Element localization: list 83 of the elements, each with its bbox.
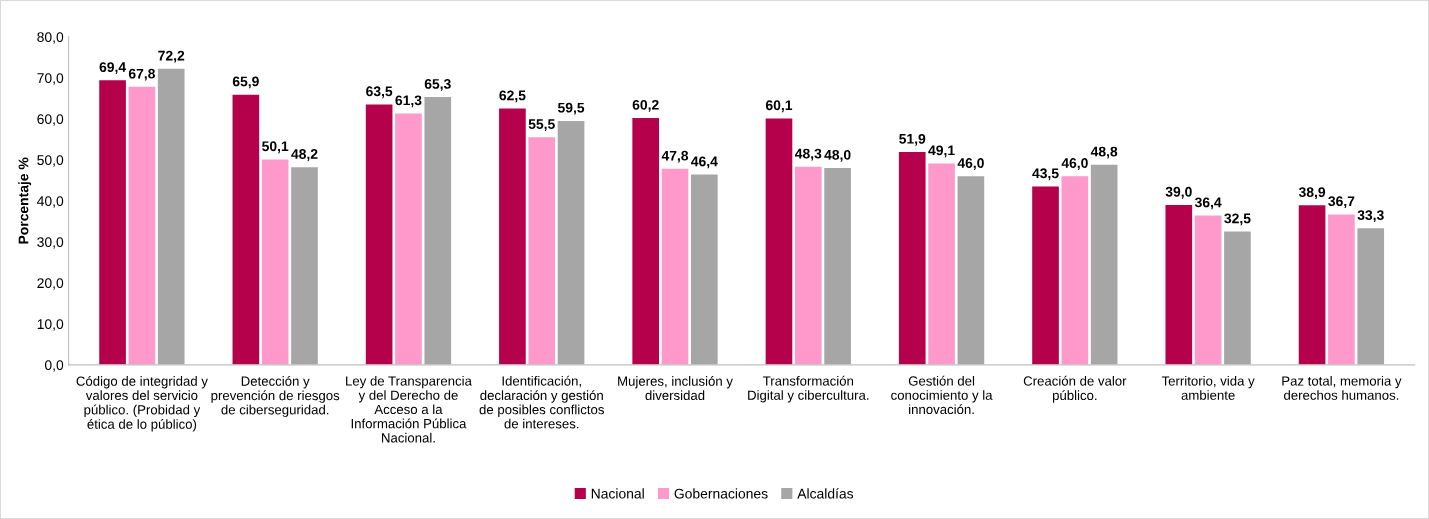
data-label: 60,1: [765, 100, 793, 113]
bar: [128, 86, 156, 365]
legend-label: Gobernaciones: [674, 488, 768, 499]
bar: [1165, 204, 1193, 365]
bar: [1298, 205, 1326, 365]
data-label: 65,9: [232, 76, 259, 89]
bar: [99, 80, 126, 365]
bar: [794, 166, 822, 365]
data-label: 63,5: [366, 86, 393, 99]
y-tick-label: 80,0: [37, 32, 64, 44]
bar: [1194, 215, 1222, 365]
data-label: 60,2: [632, 99, 659, 112]
bar: [499, 108, 526, 365]
x-tick-label: Mujeres, inclusión y diversidad: [618, 375, 733, 401]
legend-label: Alcaldías: [797, 488, 854, 499]
bar: [691, 174, 718, 365]
y-tick-label: 60,0: [37, 114, 64, 126]
bar: [824, 168, 851, 365]
bar: [291, 167, 318, 365]
bar: [1032, 186, 1059, 365]
legend-label: Nacional: [591, 488, 644, 499]
bar: [1224, 231, 1251, 365]
x-tick-label: Paz total, memoria y derechos humanos.: [1282, 375, 1402, 400]
data-label: 50,1: [262, 141, 289, 154]
bar: [528, 137, 556, 365]
data-label: 46,0: [957, 158, 984, 170]
bar: [395, 113, 422, 365]
data-label: 48,8: [1090, 146, 1118, 159]
data-label: 38,9: [1298, 187, 1326, 200]
data-label: 69,4: [99, 62, 127, 75]
y-axis-title: Porcentaje %: [18, 157, 32, 244]
data-label: 62,5: [499, 90, 526, 103]
x-tick-label: Gestión del conocimiento y la innovación.: [891, 375, 993, 415]
bar: [661, 168, 689, 365]
bar: [365, 104, 393, 365]
data-label: 33,3: [1357, 210, 1384, 223]
x-tick-label: Código de integridad y valores del servicio público. (Probidad y ética de lo público): [76, 375, 208, 432]
x-tick-label: Ley de Transparencia y del Derecho de Acceso a la Información Pública Nacional.: [346, 375, 472, 443]
bar: [1328, 214, 1355, 365]
bar: [898, 152, 926, 365]
data-label: 36,7: [1328, 196, 1355, 209]
data-label: 39,0: [1165, 186, 1192, 199]
data-label: 47,8: [661, 150, 689, 163]
bar: [261, 159, 289, 365]
y-tick-label: 70,0: [37, 73, 64, 85]
y-tick-label: 0,0: [44, 360, 64, 372]
data-label: 59,5: [557, 102, 585, 115]
y-tick-label: 40,0: [37, 196, 64, 208]
data-label: 48,3: [794, 148, 822, 161]
bar: [1090, 164, 1118, 365]
y-tick-label: 50,0: [37, 155, 64, 167]
y-tick-label: 10,0: [37, 319, 64, 331]
x-tick-label: Identificación, declaración y gestión de posibles conflictos de intereses.: [479, 375, 604, 429]
y-tick-label: 30,0: [37, 237, 64, 249]
data-label: 49,1: [928, 145, 955, 158]
x-tick-label: Creación de valor público.: [1023, 375, 1127, 403]
bar: [557, 120, 585, 365]
data-label: 72,2: [158, 50, 185, 63]
data-label: 67,8: [128, 68, 155, 81]
data-label: 36,4: [1194, 197, 1222, 210]
data-label: 65,3: [424, 78, 451, 91]
data-label: 43,5: [1032, 168, 1059, 181]
x-tick-label: Detección y prevención de riesgos de ciberseguridad.: [211, 375, 340, 418]
data-label: 48,2: [291, 149, 318, 161]
bar: [928, 163, 955, 365]
bar: [232, 94, 260, 365]
data-label: 46,0: [1061, 158, 1088, 170]
data-label: 46,4: [691, 156, 718, 169]
bar: [424, 97, 452, 365]
bar: [765, 118, 793, 365]
data-label: 51,9: [899, 133, 926, 146]
bar: [1061, 176, 1089, 365]
bar: [1357, 228, 1385, 365]
bar: [157, 68, 185, 365]
bar: [632, 118, 660, 365]
data-label: 61,3: [395, 95, 422, 108]
data-label: 32,5: [1224, 213, 1251, 226]
x-tick-label: Territorio, vida y ambiente: [1161, 375, 1255, 400]
data-label: 48,0: [824, 149, 851, 162]
y-tick-label: 20,0: [37, 278, 64, 290]
bar: [957, 176, 985, 365]
data-label: 55,5: [528, 119, 555, 132]
x-tick-label: Transformación Digital y cibercultura.: [748, 375, 869, 403]
